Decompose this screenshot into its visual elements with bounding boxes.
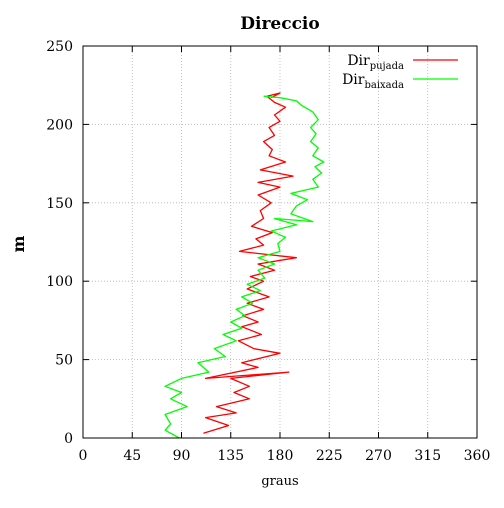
- y-tick-label: 200: [46, 117, 73, 133]
- legend-label-pujada: Dirpujada: [347, 53, 404, 72]
- x-axis-label: graus: [261, 474, 298, 489]
- series-line-baixada: [164, 95, 325, 439]
- y-tick-label: 250: [46, 39, 73, 55]
- plot-frame: [82, 45, 478, 439]
- series-lines: [164, 92, 325, 439]
- x-tick-label: 180: [267, 448, 294, 464]
- x-tick-label: 360: [464, 448, 491, 464]
- legend-series-subscript: baixada: [364, 80, 404, 91]
- y-tick-label: 100: [46, 274, 73, 290]
- x-tick-label: 45: [123, 448, 141, 464]
- y-axis-label: m: [9, 235, 28, 252]
- legend-series-name: Dir: [347, 53, 370, 69]
- x-tick-label: 135: [217, 448, 244, 464]
- y-tick-label: 0: [64, 431, 73, 447]
- y-tick-label: 150: [46, 196, 73, 212]
- axis-ticks: 0 45 90 135 180 225 270 315 360 0 50 100 150 200 250: [46, 39, 490, 464]
- legend-series-name: Dir: [342, 72, 365, 88]
- x-tick-label: 225: [316, 448, 343, 464]
- chart-title: Direccio: [240, 14, 319, 34]
- x-tick-label: 90: [173, 448, 191, 464]
- x-tick-label: 0: [79, 448, 88, 464]
- legend-series-subscript: pujada: [370, 61, 404, 72]
- x-tick-label: 270: [365, 448, 392, 464]
- x-tick-label: 315: [414, 448, 441, 464]
- y-tick-label: 50: [55, 353, 73, 369]
- legend-label-baixada: Dirbaixada: [342, 72, 404, 91]
- series-line-pujada: [203, 92, 298, 434]
